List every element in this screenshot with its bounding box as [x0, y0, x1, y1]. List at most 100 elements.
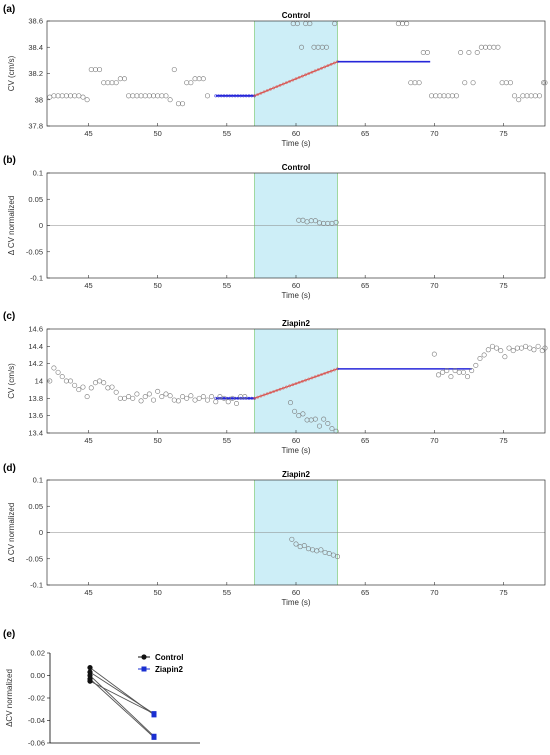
ramp-sample — [281, 386, 285, 390]
data-point — [481, 352, 487, 358]
data-point — [477, 355, 483, 361]
ramp-sample — [326, 370, 330, 374]
x-axis-label: Time (s) — [281, 598, 310, 607]
data-point — [155, 93, 161, 99]
data-point — [109, 384, 115, 390]
data-point — [542, 80, 548, 86]
data-point — [63, 378, 69, 384]
ramp-sample — [304, 73, 308, 77]
ramp-sample — [329, 369, 333, 373]
y-tick-label: -0.1 — [30, 581, 43, 590]
y-tick-label: 0 — [39, 221, 43, 230]
data-point — [502, 354, 508, 360]
y-tick-label: 37.8 — [28, 122, 43, 131]
data-point — [63, 93, 69, 99]
data-point — [163, 391, 169, 397]
data-point — [503, 80, 509, 86]
data-point — [142, 394, 148, 400]
ramp-sample — [278, 83, 282, 87]
data-point — [485, 347, 491, 353]
data-point — [47, 378, 53, 384]
data-point — [416, 80, 422, 86]
data-point — [221, 395, 227, 401]
panel-title: Ziapin2 — [282, 319, 311, 328]
data-point — [456, 369, 462, 375]
ramp-sample — [275, 85, 279, 89]
data-point — [80, 94, 86, 100]
y-tick-label: 0.05 — [28, 195, 43, 204]
data-point — [80, 384, 86, 390]
data-point — [333, 219, 339, 225]
x-tick-label: 50 — [153, 436, 161, 445]
data-point — [429, 93, 435, 99]
data-point — [487, 44, 493, 50]
x-tick-label: 70 — [430, 588, 438, 597]
data-point — [465, 374, 471, 380]
panel-d: (d) Ziapin2 45 50 55 60 65 70 75 -0.1 -0.05 0 0.05 0.… — [3, 463, 546, 607]
data-point — [326, 550, 332, 556]
data-point — [92, 380, 98, 386]
data-point — [462, 80, 468, 86]
data-point — [466, 49, 472, 55]
data-point — [101, 80, 107, 86]
data-point — [325, 420, 331, 426]
data-point — [532, 93, 538, 99]
ramp-sample — [253, 94, 256, 98]
y-axis-label: Δ CV normalized — [7, 196, 16, 256]
ramp-sample — [288, 79, 292, 83]
data-point — [400, 21, 406, 27]
data-point — [188, 393, 194, 399]
ramp-sample — [313, 69, 317, 73]
data-point — [445, 93, 451, 99]
data-point — [494, 345, 500, 351]
data-point — [184, 395, 190, 401]
data-point — [159, 93, 165, 99]
y-tick-label: -0.02 — [28, 694, 45, 703]
ramp-sample — [300, 379, 304, 383]
data-point — [126, 93, 132, 99]
data-point — [321, 416, 327, 422]
y-tick-label: 38.6 — [28, 17, 43, 26]
x-tick-label: 50 — [153, 129, 161, 138]
ramp-sample — [275, 388, 279, 392]
ramp-sample — [272, 86, 276, 90]
panel-label: (c) — [3, 311, 15, 322]
data-point — [146, 391, 152, 397]
x-tick-label: 65 — [361, 281, 369, 290]
data-point — [171, 67, 177, 73]
y-tick-label: 0.1 — [33, 169, 43, 178]
data-point — [323, 44, 329, 50]
data-point — [175, 398, 181, 404]
data-point — [420, 49, 426, 55]
data-point — [507, 80, 513, 86]
x-tick-label: 60 — [292, 588, 300, 597]
data-point — [444, 368, 450, 374]
data-point — [294, 21, 300, 27]
ziapin2-point — [151, 734, 157, 740]
ramp-sample — [262, 90, 266, 94]
x-tick-label: 75 — [499, 436, 507, 445]
data-point — [514, 345, 520, 351]
ramp-sample — [326, 64, 330, 68]
data-point — [204, 93, 210, 99]
data-point — [293, 541, 299, 547]
legend-label-control: Control — [155, 653, 183, 662]
x-tick-label: 55 — [223, 129, 231, 138]
legend-label-ziapin2: Ziapin2 — [155, 665, 184, 674]
data-point — [287, 400, 293, 406]
ramp-sample — [288, 384, 292, 388]
x-tick-label: 60 — [292, 129, 300, 138]
legend-marker-control — [141, 654, 147, 660]
data-point — [498, 348, 504, 354]
data-point — [512, 93, 518, 99]
data-point — [520, 93, 526, 99]
data-point — [196, 395, 202, 401]
y-tick-label: -0.1 — [30, 274, 43, 283]
y-tick-label: 0.05 — [28, 502, 43, 511]
data-point — [146, 93, 152, 99]
data-point — [453, 93, 459, 99]
data-point — [200, 394, 206, 400]
ramp-sample — [284, 385, 288, 389]
data-point — [435, 372, 441, 378]
panel-label: (d) — [3, 463, 16, 474]
